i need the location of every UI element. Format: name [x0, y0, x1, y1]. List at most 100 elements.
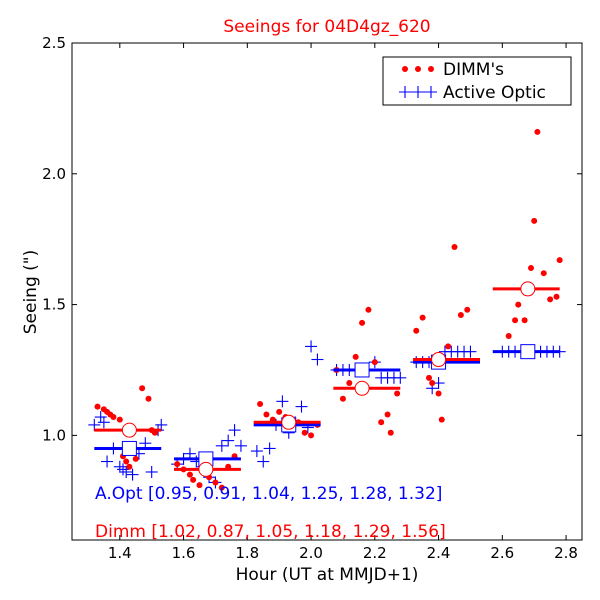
dimm-point [384, 411, 391, 418]
dimm-point [371, 359, 378, 366]
aopt-median-marker [520, 344, 536, 360]
dimm-point [394, 390, 401, 397]
legend-box [382, 56, 572, 106]
active-optic-point [120, 465, 133, 478]
aopt-median-marker [354, 362, 370, 378]
active-optic-point [101, 455, 114, 468]
dimm-point [445, 343, 452, 350]
dimm-point [186, 471, 193, 478]
active-optic-point [228, 424, 241, 437]
dimm-point [139, 385, 146, 392]
dimm-point [365, 306, 372, 313]
legend-dimm-dot [402, 66, 408, 72]
active-optic-point [97, 416, 110, 429]
axis-ticks: 1.4 1.6 1.8 2.0 2.2 2.4 2.6 2.8 1.0 1.5 2.0 2.5 [42, 34, 582, 562]
legend-dimm-dot [428, 66, 434, 72]
active-optic-point [215, 439, 228, 452]
dimm-point [438, 416, 445, 423]
active-optic-point [126, 468, 139, 481]
dimm-point [123, 458, 130, 465]
active-optic-point [394, 371, 407, 384]
dimm-point [556, 257, 563, 264]
active-optic-point [113, 460, 126, 473]
active-optic-point [117, 463, 129, 476]
active-optic-point [276, 395, 289, 408]
legend-label-dimm: DIMM's [443, 60, 504, 80]
dimm-point [521, 317, 528, 324]
dimm-point [540, 270, 547, 277]
dimm-median-marker [198, 461, 214, 477]
dimm-point [196, 482, 203, 489]
dimm-point [352, 353, 359, 360]
active-optic-point [250, 445, 263, 458]
dimm-point [263, 411, 270, 418]
dimm-annotation: Dimm [1.02, 0.87, 1.05, 1.18, 1.29, 1.56… [95, 522, 446, 542]
dimm-point [116, 416, 123, 423]
x-tick-label: 2.4 [427, 544, 451, 562]
x-tick-label: 1.8 [235, 544, 259, 562]
x-tick-label: 2.2 [363, 544, 387, 562]
y-tick-label: 2.0 [42, 165, 66, 183]
active-optic-point [94, 411, 107, 424]
dimm-point [515, 301, 522, 308]
dimm-point [413, 327, 420, 334]
x-tick-label: 2.8 [554, 544, 578, 562]
y-tick-label: 1.5 [42, 296, 66, 314]
active-optic-point [222, 434, 235, 447]
dimm-point [190, 476, 197, 483]
active-optic-point [257, 455, 270, 468]
dimm-point [346, 380, 353, 387]
plot-frame [71, 42, 583, 541]
active-optic-point [305, 340, 318, 353]
dimm-point [429, 380, 436, 387]
dimm-point [457, 312, 464, 319]
dimm-point [426, 374, 432, 381]
legend-dimm-dot [415, 66, 421, 72]
dimm-median-marker [281, 414, 297, 430]
x-tick-label: 2.0 [299, 544, 323, 562]
dimm-point [212, 479, 219, 486]
dimm-point [132, 455, 139, 462]
dimm-point [94, 403, 101, 410]
dimm-point [451, 244, 458, 251]
x-tick-label: 1.6 [172, 544, 196, 562]
dimm-point [505, 332, 512, 339]
dimm-point [547, 296, 554, 303]
aopt-median-marker [121, 440, 137, 456]
plot-content [88, 128, 566, 491]
dimm-point [378, 419, 385, 426]
dimm-median-marker [121, 422, 137, 438]
aopt-annotation: A.Opt [0.95, 0.91, 1.04, 1.25, 1.28, 1.3… [95, 484, 442, 504]
dimm-point [464, 306, 471, 313]
dimm-point [534, 128, 541, 135]
dimm-point [435, 390, 442, 397]
y-axis-label: Seeing (") [21, 250, 41, 335]
dimm-median-marker [431, 352, 447, 368]
legend-markers [399, 66, 437, 98]
active-optic-point [234, 439, 247, 452]
dimm-point [387, 429, 394, 436]
dimm-point [174, 461, 181, 468]
dimm-point [359, 319, 366, 326]
y-tick-label: 2.5 [42, 34, 66, 52]
dimm-point [553, 293, 560, 300]
active-optic-point [464, 345, 477, 358]
legend-label-active-optic: Active Optic [443, 83, 546, 103]
x-tick-label: 2.6 [490, 544, 514, 562]
legend: DIMM's Active Optic [382, 56, 572, 106]
dimm-point [528, 264, 534, 271]
active-optic-point [295, 400, 308, 413]
x-tick-label: 1.4 [108, 544, 132, 562]
dimm-point [145, 395, 152, 402]
dimm-point [512, 317, 519, 324]
dimm-point [257, 400, 264, 407]
dimm-point [301, 429, 308, 436]
x-axis-label: Hour (UT at MMJD+1) [236, 565, 419, 585]
dimm-point [218, 484, 225, 491]
dimm-point [419, 314, 426, 321]
active-optic-point [263, 442, 276, 455]
dimm-point [531, 217, 538, 224]
active-optic-point [145, 465, 158, 478]
dimm-point [110, 414, 117, 421]
